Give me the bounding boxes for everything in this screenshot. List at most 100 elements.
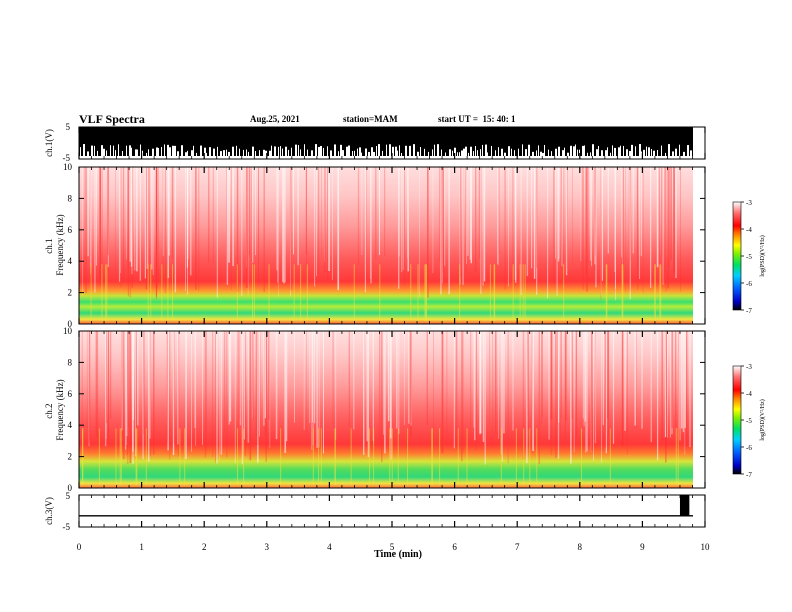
waveform-notch [320, 145, 322, 156]
waveform-notch [291, 147, 292, 156]
spectrogram-streak [576, 331, 578, 438]
waveform-notch [661, 145, 662, 156]
spectrogram-streak [372, 331, 374, 441]
spectrogram-streak [289, 167, 292, 290]
waveform-notch [342, 150, 344, 156]
spectrogram-streak [247, 331, 250, 443]
spectrogram-streak [621, 331, 623, 447]
waveform-notch [311, 150, 313, 156]
spectrogram-streak [178, 331, 180, 457]
waveform-notch [217, 146, 218, 156]
x-tick-label: 7 [515, 542, 520, 552]
spectrogram-streak [115, 167, 116, 276]
spectrogram-streak [105, 331, 107, 439]
spectrogram-streak [158, 167, 159, 283]
spectrogram-streak [144, 167, 146, 279]
waveform-notch [246, 149, 247, 156]
ch2-spectrogram-ylabel: ch.2 Frequency (kHz) [44, 379, 65, 440]
spectrogram-streak [591, 331, 593, 452]
spectrogram-streak [134, 331, 137, 457]
spectrogram-streak [81, 331, 83, 430]
spectrogram-burst [659, 264, 661, 321]
spectrogram-streak [297, 167, 299, 266]
spectrogram-streak [629, 167, 632, 262]
spectrogram-streak [314, 167, 316, 287]
spectrogram-streak [608, 331, 610, 436]
spectrogram-streak [498, 167, 500, 254]
spectrogram-streak [622, 331, 624, 446]
spectrogram-streak [127, 331, 129, 455]
waveform-notch [152, 148, 154, 156]
waveform-notch [618, 147, 620, 156]
spectrogram-streak [370, 167, 371, 280]
spectrogram-streak [585, 331, 587, 453]
waveform-notch [668, 144, 670, 156]
spectrogram-streak [108, 331, 110, 439]
spectrogram-streak [426, 331, 428, 426]
x-tick-label: 9 [640, 542, 645, 552]
spectrogram-streak [582, 167, 584, 290]
waveform-notch [596, 149, 598, 156]
time-ticks [78, 127, 706, 527]
spectrogram-streak [427, 167, 428, 284]
spectrogram-streak [277, 167, 279, 283]
spectrogram-streak [135, 331, 137, 448]
waveform-notch [590, 152, 591, 156]
spectrogram-burst [98, 428, 100, 485]
spectrogram-streak [118, 167, 121, 282]
spectrogram-streak [670, 167, 672, 260]
spectrogram-streak [555, 331, 557, 458]
spectrogram-streak [473, 331, 475, 428]
waveform-notch [382, 150, 383, 156]
spectrogram-streak [312, 331, 314, 423]
spectrogram-streak [671, 331, 673, 435]
spectrogram-streak [446, 331, 448, 447]
waveform-notch [610, 152, 611, 156]
y-tick-label: 10 [63, 162, 73, 172]
waveform-notch [558, 146, 560, 156]
colorbar-tick-label: -6 [746, 444, 752, 452]
spectrogram-streak [226, 167, 229, 285]
waveform-notch [401, 152, 402, 156]
waveform-notch [665, 152, 666, 156]
waveform-notch [498, 147, 499, 156]
spectrogram-streak [303, 331, 305, 430]
spectrogram-streak [470, 167, 472, 264]
spectrogram-burst [621, 264, 623, 321]
spectrogram-streak [594, 331, 597, 444]
waveform-notch [236, 145, 237, 156]
spectrogram-streak [480, 167, 482, 278]
ch2-colorbar: -3 -4 -5 -6 -7 log(PSD)(V²/Hz) [732, 363, 766, 479]
waveform-notch [177, 151, 179, 156]
colorbar-tick-label: -3 [746, 199, 752, 207]
x-tick-label: 5 [390, 542, 395, 552]
spectrogram-burst [334, 428, 336, 485]
waveform-notch [598, 145, 599, 156]
waveform-notch [629, 151, 631, 156]
spectrogram-streak [208, 167, 210, 263]
spectrogram-streak [127, 167, 130, 297]
waveform-notch [101, 145, 103, 156]
spectrogram-streak [255, 167, 256, 256]
spectrogram-streak [484, 331, 487, 465]
waveform-notch [94, 145, 95, 156]
spectrogram-streak [127, 331, 129, 465]
spectrogram-streak [87, 167, 89, 257]
waveform-notch [536, 150, 537, 156]
waveform-notch [653, 150, 655, 156]
spectrogram-streak [571, 331, 574, 420]
y-tick-label: 0 [68, 319, 73, 329]
waveform-notch [434, 144, 435, 156]
waveform-notch [140, 144, 141, 156]
spectrogram-streak [607, 167, 609, 254]
spectrogram-streak [305, 167, 307, 255]
spectrogram-streak [673, 167, 675, 273]
spectrogram-streak [379, 331, 381, 445]
y-tick-label: 8 [68, 193, 73, 203]
spectrogram-streak [148, 167, 150, 294]
waveform-notch [522, 144, 523, 156]
spectrogram-streak [641, 331, 643, 429]
waveform-notch [592, 144, 594, 156]
spectrogram-streak [257, 331, 259, 445]
spectrogram-streak [470, 331, 472, 448]
